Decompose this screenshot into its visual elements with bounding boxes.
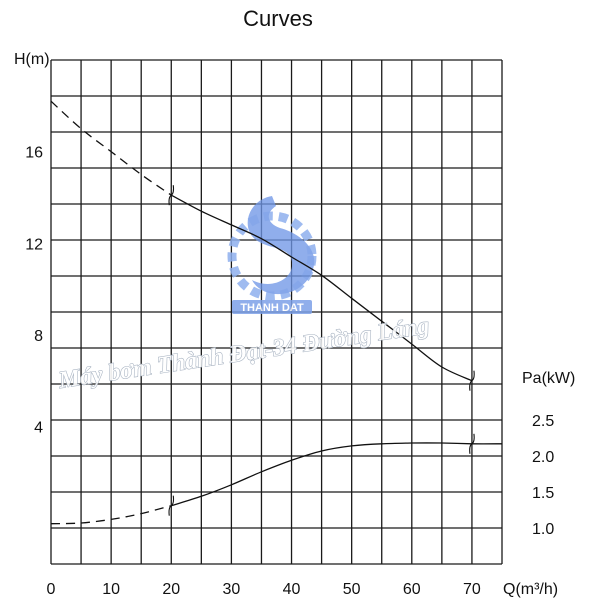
watermark-logo: THANH DAT <box>227 196 317 314</box>
power-curve-range-mark <box>168 495 175 516</box>
y-axis-title: H(m) <box>14 51 50 68</box>
y-tick-label: 12 <box>25 236 43 253</box>
chart-title: Curves <box>243 6 313 31</box>
head-curve-range-mark <box>469 370 475 391</box>
power-tick-label: 2.5 <box>532 413 554 430</box>
head-curve-range-mark <box>168 185 175 206</box>
x-tick-label: 20 <box>162 581 180 598</box>
power-axis-title: Pa(kW) <box>522 370 575 387</box>
head-curve-dashed <box>50 100 172 196</box>
x-tick-label: 10 <box>102 581 120 598</box>
x-tick-label: 50 <box>343 581 361 598</box>
performance-curves <box>50 100 503 525</box>
power-tick-label: 2.0 <box>532 449 554 466</box>
logo-banner <box>232 300 312 314</box>
axis-ticks: 0 10 20 30 40 50 60 70 4 8 12 16 2.5 2.0 1.5 1.0 <box>25 145 554 598</box>
x-tick-label: 0 <box>47 581 56 598</box>
head-curve-solid <box>171 194 473 382</box>
y-tick-label: 8 <box>34 328 43 345</box>
x-tick-label: 60 <box>403 581 421 598</box>
watermark-text: Máy bơm Thành Đạt-34 Đường Láng <box>56 313 431 394</box>
chart-grid <box>50 59 503 565</box>
logo-drop-icon <box>247 196 315 295</box>
power-tick-label: 1.5 <box>532 485 554 502</box>
logo-text: THANH DAT <box>240 302 304 314</box>
x-tick-label: 70 <box>463 581 481 598</box>
y-tick-label: 16 <box>25 145 43 162</box>
power-curve-range-mark <box>469 433 475 454</box>
x-tick-label: 30 <box>223 581 241 598</box>
power-curve-dashed <box>50 505 172 525</box>
power-curve-solid <box>171 442 503 507</box>
x-tick-label: 40 <box>283 581 301 598</box>
y-tick-label: 4 <box>34 420 43 437</box>
power-tick-label: 1.0 <box>532 521 554 538</box>
x-axis-title: Q(m³/h) <box>503 581 558 598</box>
